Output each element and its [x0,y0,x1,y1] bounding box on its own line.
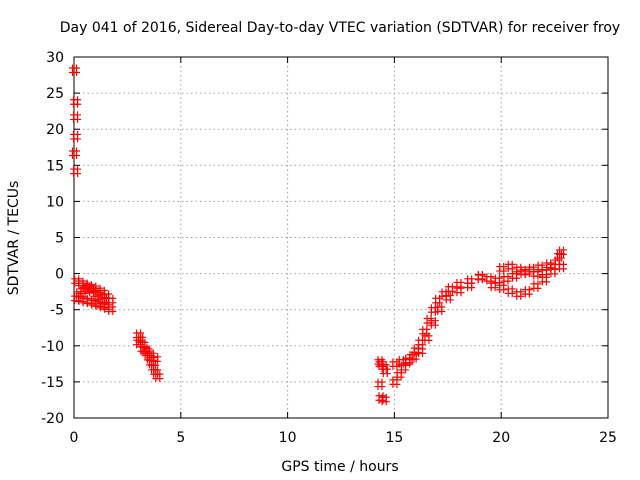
data-point [397,373,405,381]
data-point [457,289,465,297]
data-point [560,265,568,273]
data-point [156,375,164,383]
data-point [525,290,533,298]
y-axis-label: SDTVAR / TECUs [6,181,22,296]
y-tick-label: 15 [46,158,64,174]
data-point [534,272,542,280]
x-axis: 0 5 10 15 20 25 [70,57,617,446]
data-point [534,284,542,292]
data-point [551,265,559,273]
data-point [382,398,390,406]
data-point [74,170,82,178]
data-point [393,380,401,388]
data-point [154,357,162,365]
data-point [525,270,533,278]
y-tick-label: -10 [41,339,64,355]
y-tick-label: 20 [46,122,64,138]
chart-title: Day 041 of 2016, Sidereal Day-to-day VTE… [60,20,620,36]
data-point [517,292,525,300]
data-point [378,383,386,391]
data-point [508,289,516,297]
data-point [419,349,427,357]
series-pass-d-scatter [374,356,391,406]
data-point [74,115,82,123]
x-tick-label: 20 [492,430,510,446]
x-tick-label: 0 [70,430,79,446]
y-tick-label: 5 [55,231,64,247]
data-point [73,152,80,160]
data-point [448,287,456,295]
x-axis-label: GPS time / hours [281,459,398,475]
data-point [102,298,110,306]
y-tick-label: 30 [46,50,64,66]
data-point [478,275,486,283]
x-tick-label: 25 [599,430,617,446]
series-pass-a-cross [73,283,110,306]
data-point [542,278,550,286]
data-point [412,355,420,363]
series-pass-a-upper [71,275,117,307]
x-tick-label: 15 [385,430,403,446]
y-tick-label: -5 [50,303,64,319]
data-point [109,307,117,315]
x-tick-label: 5 [176,430,185,446]
series-pass-g [487,260,568,300]
series-pass-b [133,329,164,383]
data-point [557,254,565,262]
series-pass-h-upper [496,246,568,280]
data-point [74,100,82,108]
data-point [491,284,499,292]
data-point [560,250,568,258]
data-point [436,299,444,307]
data-point [468,284,476,292]
y-tick-label: -15 [41,375,64,391]
y-tick-label: -20 [41,411,64,427]
data-point [542,271,550,279]
data-point [379,396,387,404]
data-point [73,68,80,76]
y-axis: -20 -15 -10 -5 0 5 10 15 20 25 30 [41,50,608,427]
data-point [383,370,391,378]
y-tick-label: 25 [46,86,64,102]
data-point [406,359,414,367]
data-point [438,307,446,315]
data-point [446,296,454,304]
data-point [508,265,516,273]
data-point [431,321,439,329]
x-tick-label: 10 [279,430,297,446]
series-pass-e-rise-lower [389,279,476,370]
y-tick-label: 0 [55,267,64,283]
series-pass-c-edge [69,64,82,178]
data-point [500,286,508,294]
gridlines [74,57,608,418]
data-points [69,64,568,406]
data-point [425,336,433,344]
data-point [74,135,82,143]
data-point [500,267,508,275]
data-point [517,268,525,276]
y-tick-label: 10 [46,194,64,210]
data-point [504,277,512,285]
data-point [513,274,521,282]
